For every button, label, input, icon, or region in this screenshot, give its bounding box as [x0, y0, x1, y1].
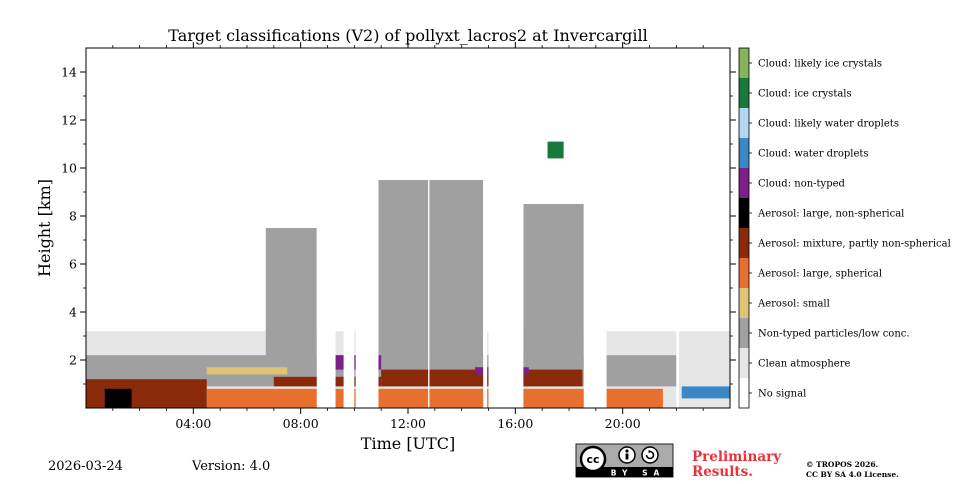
y-axis-label: Height [km] — [35, 179, 54, 277]
heatmap-layer-15 — [681, 386, 730, 399]
y-tick-label: 12 — [61, 113, 77, 128]
no-signal-gap-1 — [343, 48, 355, 408]
colorbar-swatch — [739, 138, 749, 169]
colorbar-swatch — [739, 348, 749, 379]
footer-date: 2026-03-24 — [48, 459, 123, 474]
plot-area — [85, 47, 731, 409]
colorbar-label: Cloud: likely water droplets — [758, 119, 899, 130]
colorbar-label: Aerosol: mixture, partly non-spherical — [757, 239, 951, 250]
colorbar-label: No signal — [758, 389, 806, 400]
x-tick-label: 12:00 — [390, 416, 426, 431]
cc-by-sa-badge: cc BY SA — [575, 443, 674, 478]
heatmap-layer-2 — [378, 180, 484, 360]
y-tick-label: 4 — [69, 305, 77, 320]
x-tick-label: 20:00 — [605, 416, 641, 431]
x-tick-label: 08:00 — [283, 416, 319, 431]
colorbar-label: Clean atmosphere — [758, 359, 851, 370]
x-axis: 04:00 08:00 12:00 16:00 20:00 — [112, 42, 704, 431]
colorbar-label: Aerosol: large, non-spherical — [757, 209, 904, 220]
colorbar-swatch — [739, 78, 749, 109]
colorbar-label: Cloud: likely ice crystals — [758, 59, 882, 70]
heatmap-layer-14 — [547, 141, 564, 159]
colorbar-label: Cloud: water droplets — [758, 149, 869, 160]
colorbar-label: Aerosol: large, spherical — [757, 269, 882, 280]
cc-badge-strip — [576, 467, 673, 477]
y-tick-label: 10 — [61, 161, 77, 176]
heatmap-layer-1 — [265, 228, 317, 360]
heatmap-layer-10 — [381, 369, 583, 387]
class-colorbar: Cloud: likely ice crystals Cloud: ice cry… — [738, 47, 951, 409]
colorbar-swatch — [739, 288, 749, 319]
colorbar-swatch — [739, 168, 749, 199]
no-signal-gap-6 — [583, 48, 607, 408]
no-signal-gap-4 — [483, 48, 488, 408]
colorbar-swatch — [739, 378, 749, 409]
cc-badge-label: BY SA — [611, 469, 666, 478]
chart-title: Target classifications (V2) of pollyxt_l… — [168, 26, 647, 45]
y-axis: 2 4 6 8 10 12 14 — [61, 65, 736, 385]
no-signal-gap-0 — [316, 48, 336, 408]
colorbar-swatch — [739, 318, 749, 349]
y-tick-label: 6 — [69, 257, 77, 272]
cc-icon — [579, 445, 607, 473]
heatmap-layer-6 — [206, 367, 288, 375]
heatmap-layer-3 — [523, 204, 584, 360]
x-tick-label: 16:00 — [497, 416, 533, 431]
colorbar-swatch — [739, 48, 749, 79]
colorbar-swatch — [739, 198, 749, 229]
x-axis-label: Time [UTC] — [361, 434, 455, 453]
colorbar-label: Cloud: non-typed — [758, 179, 846, 190]
no-signal-gap-3 — [428, 48, 430, 408]
copyright-line2: CC BY SA 4.0 License. — [806, 470, 899, 479]
colorbar-label: Aerosol: small — [757, 299, 830, 310]
svg-text:cc: cc — [586, 453, 599, 466]
y-tick-label: 14 — [61, 65, 77, 80]
sa-share-icon — [641, 446, 659, 464]
no-signal-gap-2 — [355, 48, 379, 408]
preliminary-line1: Preliminary — [692, 449, 782, 465]
colorbar-label: Non-typed particles/low conc. — [758, 329, 910, 340]
heatmap-layer-8 — [86, 379, 207, 408]
copyright-line1: © TROPOS 2026. — [806, 460, 878, 469]
colorbar-label: Cloud: ice crystals — [758, 89, 852, 100]
y-tick-label: 8 — [69, 209, 77, 224]
colorbar-frame — [738, 47, 750, 409]
no-signal-gap-5 — [488, 48, 524, 408]
y-tick-label: 2 — [69, 353, 77, 368]
footer-version: Version: 4.0 — [191, 459, 270, 474]
no-signal-gaps — [316, 48, 680, 408]
heatmap-layer-11 — [104, 388, 132, 408]
no-signal-gap-7 — [676, 48, 680, 408]
preliminary-line2: Results. — [692, 464, 753, 480]
colorbar-swatch — [739, 258, 749, 289]
x-tick-label: 04:00 — [175, 416, 211, 431]
colorbar-swatch — [739, 228, 749, 259]
colorbar-swatch — [739, 108, 749, 139]
